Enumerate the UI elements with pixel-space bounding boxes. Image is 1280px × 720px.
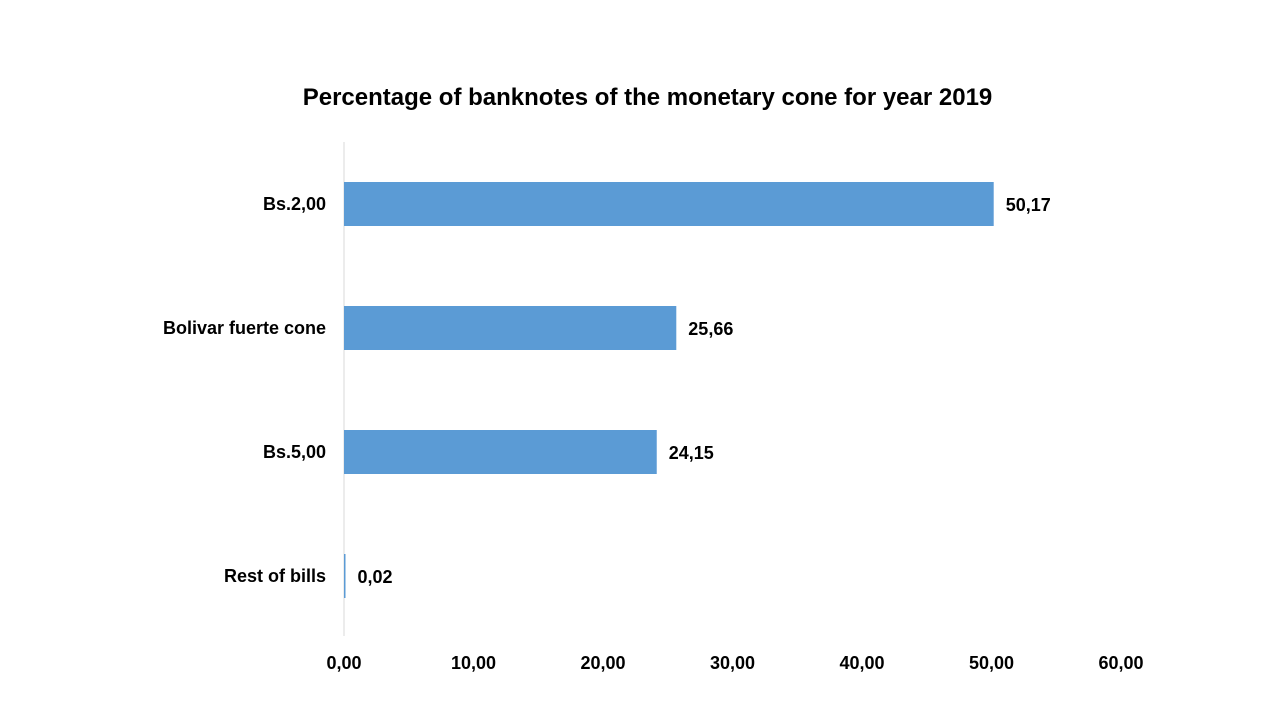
bar-3 [344,430,657,474]
x-tick-label: 10,00 [451,653,496,673]
bar-1 [344,182,994,226]
data-label: 24,15 [669,443,714,463]
x-tick-label: 0,00 [326,653,361,673]
x-tick-label: 60,00 [1098,653,1143,673]
chart-title: Percentage of banknotes of the monetary … [302,84,993,111]
bars-layer [344,182,994,598]
data-label: 50,17 [1006,195,1051,215]
x-tick-label: 40,00 [839,653,884,673]
category-label: Bs.5,00 [263,442,326,462]
x-axis-ticks: 0,00 10,00 20,00 30,00 40,00 50,00 60,00 [326,653,1143,673]
data-label: 25,66 [688,319,733,339]
bar-2 [344,306,677,350]
bar-4 [344,554,346,598]
x-tick-label: 30,00 [710,653,755,673]
data-label: 0,02 [358,567,393,587]
category-label: Bs.2,00 [263,194,326,214]
category-label: Bolivar fuerte cone [163,318,326,338]
x-tick-label: 20,00 [580,653,625,673]
labels-layer: Bs.2,00 50,17 Bolivar fuerte cone 25,66 Bs.5… [163,194,1051,587]
x-tick-label: 50,00 [969,653,1014,673]
category-label: Rest of bills [224,566,326,586]
